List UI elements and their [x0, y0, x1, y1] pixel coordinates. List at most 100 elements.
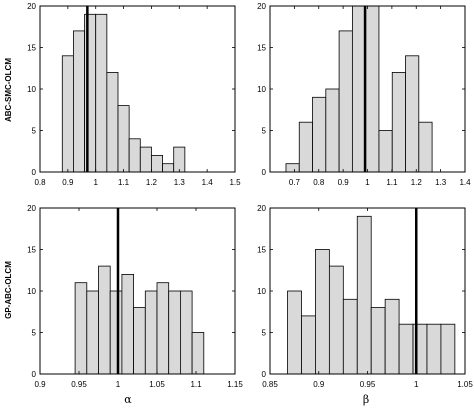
histogram-bar: [109, 290, 123, 375]
y-tick-label: 10: [27, 287, 36, 296]
histogram-bar: [121, 273, 135, 375]
y-tick-label: 5: [262, 329, 267, 338]
y-tick-label: 15: [257, 44, 266, 53]
x-tick-label: 0.9: [62, 178, 74, 187]
histogram-bar: [301, 315, 316, 375]
y-tick-label: 5: [32, 127, 37, 136]
histogram-bar: [117, 105, 130, 173]
histogram-bar: [398, 323, 414, 375]
y-tick-label: 20: [27, 2, 36, 11]
x-tick-label: 0.9: [34, 380, 46, 389]
histogram-bar: [315, 249, 330, 375]
histogram-bar: [405, 55, 420, 173]
y-tick-label: 15: [27, 246, 36, 255]
x-tick-label: 1.5: [229, 178, 241, 187]
x-tick-label: 0.8: [313, 178, 325, 187]
histogram-bar: [128, 138, 141, 173]
y-tick-label: 15: [257, 246, 266, 255]
histogram-bar: [285, 163, 300, 173]
histogram-bar: [426, 323, 442, 375]
histogram-bar: [191, 332, 205, 375]
histogram-bar: [351, 5, 367, 173]
y-tick-label: 0: [262, 168, 267, 177]
y-tick-label: 10: [257, 287, 266, 296]
histogram-bar: [384, 298, 400, 375]
histogram-bar: [162, 163, 175, 173]
histogram-bar: [391, 72, 406, 173]
x-tick-label: 1.3: [174, 178, 186, 187]
x-tick-label: 0.85: [262, 380, 278, 389]
histogram-bar: [144, 290, 158, 375]
x-tick-label: 1: [365, 178, 370, 187]
x-tick-label: 0.9: [313, 380, 325, 389]
y-tick-label: 0: [262, 370, 267, 379]
x-tick-label: 0.9: [338, 178, 350, 187]
x-tick-label: 1.05: [457, 380, 473, 389]
histogram-bar: [106, 72, 119, 173]
histogram-bar: [356, 215, 372, 375]
x-tick-label: 0.95: [360, 380, 376, 389]
x-tick-label: 1.1: [386, 178, 398, 187]
y-tick-label: 20: [27, 204, 36, 213]
x-tick-label: 1: [414, 380, 419, 389]
y-tick-label: 20: [257, 204, 266, 213]
row-label-top: ABC-SMC-OLCM: [4, 58, 13, 122]
x-tick-label: 0.7: [289, 178, 301, 187]
x-tick-label: 1.15: [227, 380, 243, 389]
histogram-panel-1: 0.8 0.9 1 1.1 1.2 1.3 1.4 1.5 0 5 10 15 20: [27, 2, 241, 187]
histogram-bar: [378, 130, 393, 173]
histogram-bar: [156, 282, 170, 375]
row-label-bottom: GP-ABC-OLCM: [4, 261, 13, 319]
histogram-bar: [86, 290, 99, 375]
histogram-bar: [325, 88, 340, 173]
histogram-bar: [139, 146, 152, 173]
x-tick-label: 1.3: [435, 178, 447, 187]
histogram-bar: [287, 290, 302, 375]
y-tick-label: 10: [27, 85, 36, 94]
y-tick-label: 0: [32, 370, 37, 379]
histogram-bar: [440, 323, 456, 375]
histogram-bar: [95, 13, 108, 173]
xlabel-alpha: α: [124, 393, 132, 406]
histogram-bar: [133, 307, 146, 375]
histogram-bar: [151, 154, 163, 173]
histogram-bar: [298, 121, 313, 173]
histogram-panel-3: 0.9 0.95 1 1.05 1.1 1.15 0 5 10 15 20: [27, 204, 243, 389]
histogram-panel-4: 0.85 0.9 0.95 1 1.05 0 5 10 15 20: [257, 204, 473, 389]
histogram-bar: [74, 282, 88, 375]
x-tick-label: 1: [93, 178, 98, 187]
x-tick-label: 1.4: [202, 178, 214, 187]
histogram-panel-2: 0.7 0.8 0.9 1 1.1 1.2 1.3 1.4 0 5 10 15 20: [257, 2, 471, 187]
histogram-bar: [168, 290, 181, 375]
x-tick-label: 0.8: [34, 178, 46, 187]
histogram-bar: [179, 290, 193, 375]
y-tick-label: 5: [262, 127, 267, 136]
x-tick-label: 1.05: [149, 380, 165, 389]
histogram-bar: [365, 5, 380, 173]
histogram-bar: [342, 298, 358, 375]
x-tick-label: 1.1: [190, 380, 202, 389]
histogram-bar: [328, 265, 344, 375]
histogram-bar: [370, 307, 386, 375]
x-tick-label: 1.2: [146, 178, 158, 187]
y-tick-label: 10: [257, 85, 266, 94]
x-tick-label: 1.1: [118, 178, 130, 187]
histogram-bar: [173, 146, 186, 173]
histogram-bar: [73, 30, 85, 173]
histogram-bar: [98, 265, 111, 375]
histogram-bar: [418, 121, 433, 173]
xlabel-beta: β: [363, 393, 369, 406]
histogram-bar: [312, 96, 327, 173]
y-tick-label: 15: [27, 44, 36, 53]
histogram-bar: [338, 30, 353, 173]
x-tick-label: 1.4: [459, 178, 471, 187]
x-tick-label: 0.95: [71, 380, 87, 389]
histogram-bar: [61, 55, 74, 173]
y-tick-label: 5: [32, 329, 37, 338]
y-tick-label: 20: [257, 2, 266, 11]
x-tick-label: 1.2: [411, 178, 423, 187]
x-tick-label: 1: [116, 380, 121, 389]
y-tick-label: 0: [32, 168, 37, 177]
